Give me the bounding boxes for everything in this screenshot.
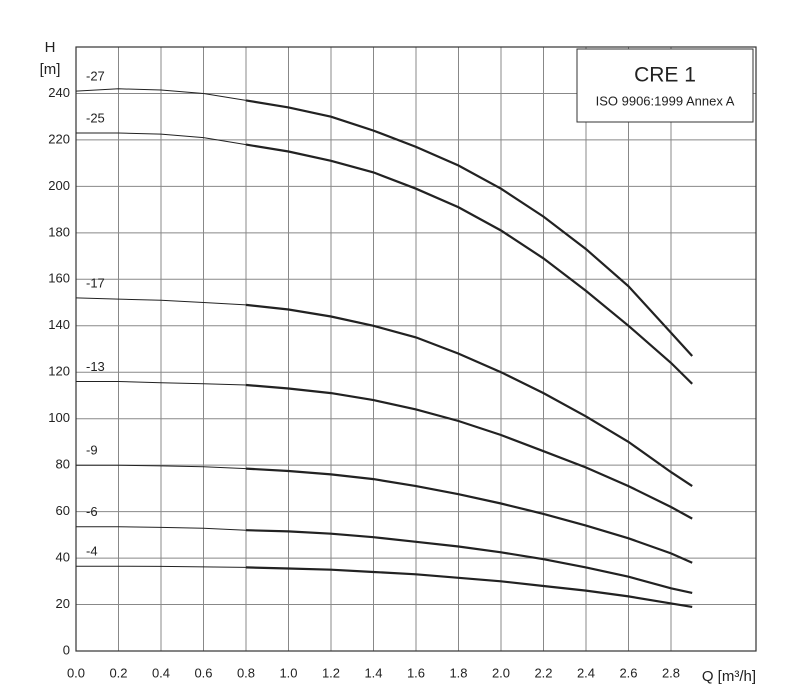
y-tick-label: 20	[56, 596, 70, 611]
x-tick-label: 2.6	[619, 665, 637, 680]
x-tick-label: 2.4	[577, 665, 595, 680]
x-tick-label: 1.6	[407, 665, 425, 680]
curve-label: -25	[86, 110, 105, 125]
y-tick-label: 160	[48, 271, 70, 286]
curve-label: -4	[86, 544, 98, 559]
y-tick-label: 200	[48, 178, 70, 193]
y-tick-label: 180	[48, 224, 70, 239]
x-tick-label: 1.2	[322, 665, 340, 680]
curve	[245, 529, 693, 594]
y-tick-label: 100	[48, 410, 70, 425]
curve	[245, 143, 693, 385]
x-tick-label: 0.4	[152, 665, 170, 680]
y-tick-label: 80	[56, 457, 70, 472]
curve-label: -27	[86, 69, 105, 84]
x-tick-label: 2.0	[492, 665, 510, 680]
x-tick-label: 0.2	[109, 665, 127, 680]
curve	[245, 566, 693, 608]
y-tick-label: 120	[48, 364, 70, 379]
curve	[245, 467, 693, 564]
x-tick-label: 0.0	[67, 665, 85, 680]
plot-frame	[75, 46, 757, 652]
x-tick-label: 0.8	[237, 665, 255, 680]
curve	[76, 381, 247, 386]
y-tick-label: 60	[56, 503, 70, 518]
curve	[76, 132, 247, 146]
curve-label: -6	[86, 504, 98, 519]
curve	[76, 565, 247, 568]
x-tick-label: 1.0	[279, 665, 297, 680]
curve	[245, 383, 693, 520]
x-tick-label: 0.6	[194, 665, 212, 680]
title-box	[576, 48, 754, 123]
x-tick-label: 2.8	[662, 665, 680, 680]
curve	[75, 297, 247, 306]
x-tick-label: 1.8	[449, 665, 467, 680]
curve	[76, 464, 247, 470]
y-tick-label: 220	[48, 131, 70, 146]
chart-subtitle: ISO 9906:1999 Annex A	[596, 93, 735, 108]
y-tick-label: 0	[63, 642, 70, 657]
y-axis-label: H	[45, 39, 56, 56]
curve-label: -13	[86, 359, 105, 374]
y-tick-label: 240	[48, 85, 70, 100]
curve-label: -9	[86, 443, 98, 458]
x-tick-label: 2.2	[534, 665, 552, 680]
curve-label: -17	[86, 275, 105, 290]
plot: 0 20 40 60 80 100 120 140 160 180 200 220 240 0.0 0.2 0…	[48, 46, 757, 680]
x-tick-label: 1.4	[364, 665, 382, 680]
curve	[245, 303, 693, 488]
chart-title: CRE 1	[634, 64, 696, 87]
y-axis-unit: [m]	[40, 61, 61, 78]
curve	[245, 99, 694, 357]
curve	[75, 88, 247, 101]
x-axis-label: Q [m³/h]	[702, 668, 756, 685]
curve	[76, 526, 247, 531]
y-tick-label: 40	[56, 550, 70, 565]
y-tick-label: 140	[48, 317, 70, 332]
